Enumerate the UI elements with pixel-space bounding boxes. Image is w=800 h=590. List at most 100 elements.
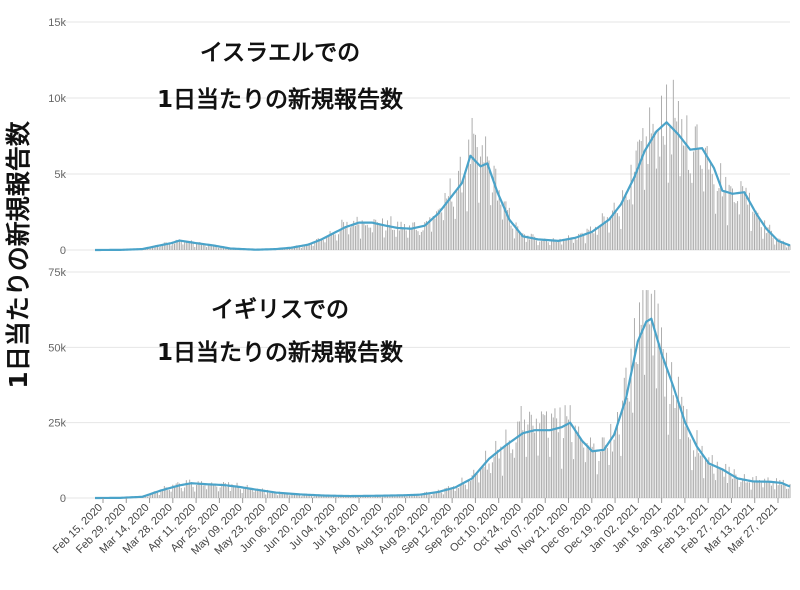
daily-bar bbox=[331, 233, 333, 250]
daily-bar bbox=[537, 245, 539, 250]
daily-bar bbox=[327, 236, 329, 250]
daily-bar bbox=[781, 241, 783, 250]
daily-bar bbox=[471, 117, 473, 250]
daily-bar bbox=[258, 488, 260, 498]
daily-bar bbox=[723, 476, 725, 498]
daily-bar bbox=[488, 160, 490, 250]
daily-bar bbox=[635, 362, 637, 498]
daily-bar bbox=[617, 412, 618, 498]
daily-bar bbox=[163, 485, 165, 498]
daily-bar bbox=[233, 486, 235, 498]
daily-bar bbox=[309, 243, 311, 250]
daily-bar bbox=[627, 200, 629, 250]
daily-bar bbox=[207, 485, 209, 498]
daily-bar bbox=[512, 449, 514, 498]
daily-bar bbox=[686, 409, 688, 498]
daily-bar bbox=[483, 466, 485, 498]
daily-bar bbox=[689, 439, 691, 498]
daily-bar bbox=[234, 485, 236, 498]
daily-bar bbox=[723, 190, 725, 250]
daily-bar bbox=[415, 229, 417, 250]
daily-bar bbox=[571, 237, 573, 250]
daily-bar bbox=[493, 456, 495, 498]
daily-bar bbox=[618, 216, 620, 250]
daily-bar bbox=[493, 165, 495, 250]
daily-bar bbox=[437, 489, 439, 498]
daily-bar bbox=[204, 485, 206, 498]
daily-bar bbox=[698, 148, 700, 250]
daily-bar bbox=[718, 188, 720, 250]
daily-bar bbox=[305, 493, 307, 498]
daily-bar bbox=[155, 491, 157, 498]
daily-bar bbox=[496, 449, 498, 498]
daily-bar bbox=[666, 84, 668, 250]
daily-bar bbox=[334, 234, 336, 250]
daily-bar bbox=[425, 491, 427, 498]
daily-bar bbox=[672, 79, 674, 250]
daily-bar bbox=[603, 437, 605, 498]
daily-bar bbox=[696, 430, 698, 498]
daily-bar bbox=[287, 493, 289, 498]
daily-bar bbox=[745, 187, 747, 250]
daily-bar bbox=[606, 448, 608, 498]
daily-bar bbox=[434, 491, 436, 498]
daily-bar bbox=[261, 488, 263, 498]
daily-bar bbox=[720, 468, 722, 498]
daily-bar bbox=[152, 246, 153, 250]
daily-bar bbox=[177, 242, 179, 250]
daily-bar bbox=[490, 473, 492, 498]
daily-bar bbox=[546, 239, 547, 250]
daily-bar bbox=[277, 495, 279, 498]
daily-bar bbox=[721, 468, 723, 498]
daily-bar bbox=[557, 432, 559, 498]
daily-bar bbox=[197, 244, 199, 250]
daily-bar bbox=[525, 241, 527, 250]
daily-bar bbox=[278, 491, 280, 498]
chart-title-line: 1日当たりの新規報告数 bbox=[157, 339, 404, 366]
daily-bar bbox=[535, 418, 537, 498]
daily-bar bbox=[595, 451, 597, 498]
daily-bar bbox=[579, 233, 581, 250]
daily-bar bbox=[549, 456, 551, 498]
daily-bar bbox=[529, 239, 531, 250]
daily-bar bbox=[199, 242, 201, 250]
daily-bar bbox=[502, 475, 503, 498]
chart-title-line: イスラエルでの bbox=[200, 40, 360, 66]
daily-bar bbox=[664, 144, 666, 250]
daily-bar bbox=[767, 477, 769, 498]
daily-bar bbox=[573, 242, 575, 250]
daily-bar bbox=[468, 139, 470, 250]
daily-bar bbox=[649, 324, 651, 498]
daily-bar bbox=[150, 494, 152, 498]
daily-bar bbox=[688, 437, 690, 498]
daily-bar bbox=[518, 421, 520, 498]
daily-bar bbox=[214, 244, 216, 250]
daily-bar bbox=[547, 437, 549, 498]
daily-bar bbox=[380, 224, 382, 250]
daily-bar bbox=[674, 407, 676, 498]
daily-bar bbox=[446, 198, 448, 250]
daily-bar bbox=[453, 486, 454, 498]
daily-bar bbox=[589, 226, 591, 250]
daily-bar bbox=[209, 484, 211, 498]
daily-bar bbox=[782, 240, 784, 250]
daily-bar bbox=[625, 191, 627, 250]
daily-bar bbox=[733, 469, 735, 498]
daily-bar bbox=[476, 473, 478, 498]
daily-bar bbox=[397, 221, 399, 250]
daily-bar bbox=[361, 220, 363, 250]
daily-bar bbox=[513, 238, 515, 250]
daily-bar bbox=[737, 479, 739, 498]
daily-bar bbox=[424, 222, 426, 250]
y-tick-label: 15k bbox=[48, 17, 66, 29]
daily-bar bbox=[288, 495, 290, 498]
daily-bar bbox=[520, 406, 522, 498]
daily-bar bbox=[466, 211, 468, 250]
daily-bar bbox=[447, 196, 449, 250]
daily-bar bbox=[750, 489, 752, 498]
daily-bar bbox=[368, 227, 370, 250]
daily-bar bbox=[677, 100, 679, 250]
daily-bar bbox=[659, 156, 661, 250]
daily-bar bbox=[431, 495, 432, 498]
daily-bar bbox=[195, 243, 197, 250]
